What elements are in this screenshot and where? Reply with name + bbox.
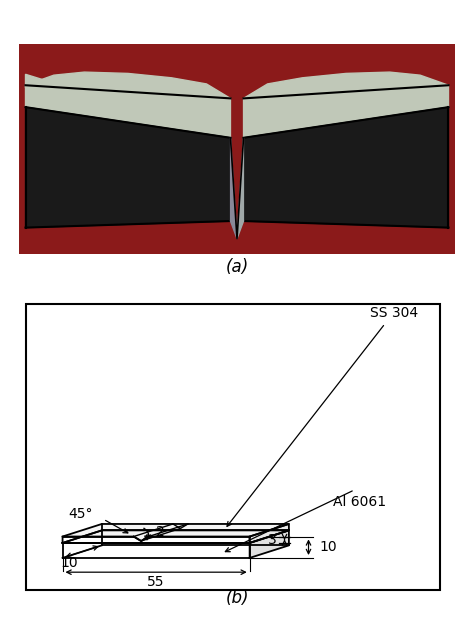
Text: 10: 10 [60, 556, 78, 570]
Polygon shape [26, 74, 230, 151]
Polygon shape [244, 107, 448, 228]
Text: 45°: 45° [68, 507, 93, 521]
Polygon shape [250, 531, 289, 558]
Polygon shape [63, 524, 289, 541]
Polygon shape [63, 543, 250, 558]
Text: (a): (a) [225, 258, 249, 276]
Polygon shape [63, 536, 250, 543]
Text: 10: 10 [319, 540, 337, 554]
Polygon shape [230, 138, 237, 238]
Polygon shape [244, 72, 448, 138]
Polygon shape [63, 531, 289, 543]
Polygon shape [237, 138, 244, 238]
Bar [19, 44, 455, 254]
Text: 55: 55 [147, 574, 165, 589]
Polygon shape [250, 524, 289, 543]
Text: SS 304: SS 304 [370, 306, 418, 320]
Text: Al 6061: Al 6061 [333, 495, 386, 508]
Text: 2: 2 [156, 526, 165, 540]
Polygon shape [26, 107, 230, 228]
Text: (b): (b) [225, 589, 249, 607]
Text: 3: 3 [268, 533, 277, 547]
Polygon shape [26, 72, 230, 138]
